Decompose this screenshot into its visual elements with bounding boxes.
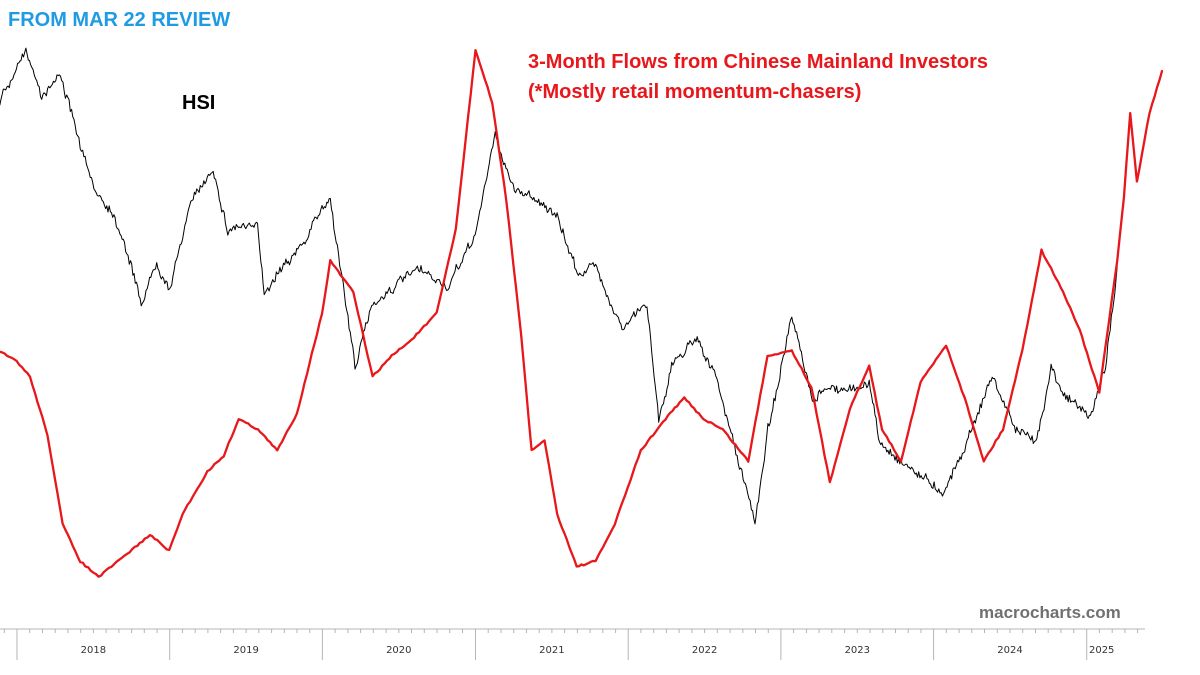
review-header: FROM MAR 22 REVIEW [8,9,231,31]
series-label-flows-note: (*Mostly retail momentum-chasers) [528,81,862,103]
series-label-flows: 3-Month Flows from Chinese Mainland Inve… [528,51,989,73]
x-axis-tick-label: 2021 [539,645,564,656]
x-axis-tick-label: 2025 [1089,645,1114,656]
x-axis-tick-label: 2024 [997,645,1022,656]
series-label-hsi: HSI [182,92,216,114]
x-axis-tick-label: 2018 [81,645,106,656]
series-line-hsi [0,47,1118,525]
series-layer [0,47,1164,578]
x-axis: 2018 2019 2020 2021 2022 2023 2024 2025 [0,628,1145,660]
x-axis-tick-label: 2020 [386,645,411,656]
x-axis-tick-label: 2019 [233,645,258,656]
x-axis-tick-label: 2022 [692,645,717,656]
x-axis-tick-label: 2023 [845,645,870,656]
series-line-flows [0,49,1164,578]
watermark: macrocharts.com [979,603,1121,622]
